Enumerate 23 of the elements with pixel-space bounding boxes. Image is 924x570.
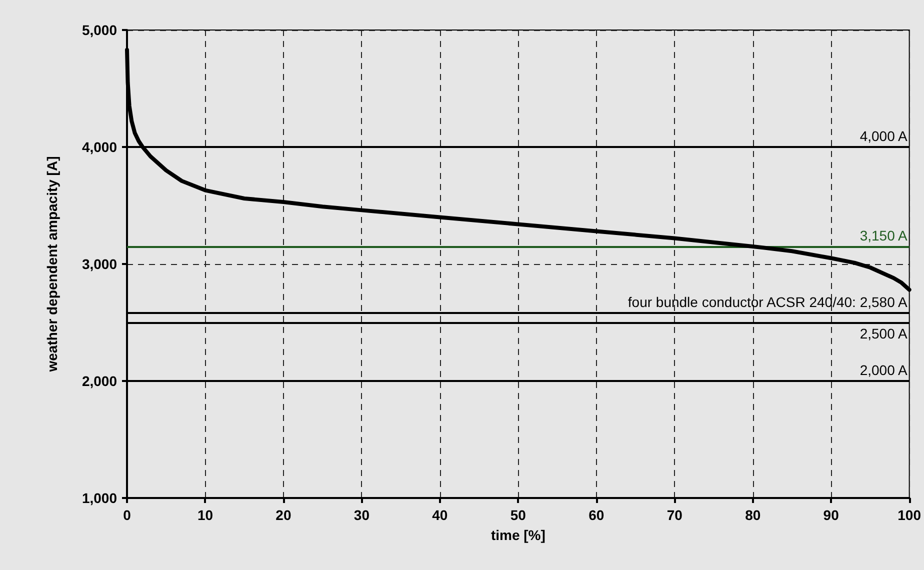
- x-tick-label: 40: [432, 507, 448, 523]
- x-tick-label: 80: [745, 507, 761, 523]
- x-tick-label: 50: [510, 507, 526, 523]
- x-tick-label: 100: [898, 507, 922, 523]
- y-tick-label: 2,000: [82, 373, 118, 389]
- ref-line-label: 2,000 A: [860, 362, 908, 378]
- ref-line-label: 4,000 A: [860, 128, 908, 144]
- x-tick-label: 90: [823, 507, 840, 523]
- x-tick-label: 0: [123, 507, 132, 523]
- x-tick-label: 20: [276, 507, 292, 523]
- ref-line-label: 3,150 A: [860, 227, 908, 244]
- y-tick-label: 4,000: [82, 139, 118, 155]
- x-tick-label: 60: [588, 507, 604, 523]
- x-tick-label: 70: [666, 507, 683, 523]
- y-tick-label: 5,000: [82, 22, 118, 38]
- y-tick-label: 3,000: [82, 256, 118, 272]
- x-tick-label: 30: [354, 507, 370, 523]
- x-axis-title: time [%]: [490, 527, 546, 543]
- y-axis-title: weather dependent ampacity [A]: [44, 156, 60, 373]
- ref-line-label: 2,500 A: [860, 326, 908, 342]
- ref-line-label: four bundle conductor ACSR 240/40: 2,580 A: [628, 294, 908, 310]
- y-tick-label: 1,000: [82, 490, 118, 506]
- x-tick-label: 10: [197, 507, 214, 523]
